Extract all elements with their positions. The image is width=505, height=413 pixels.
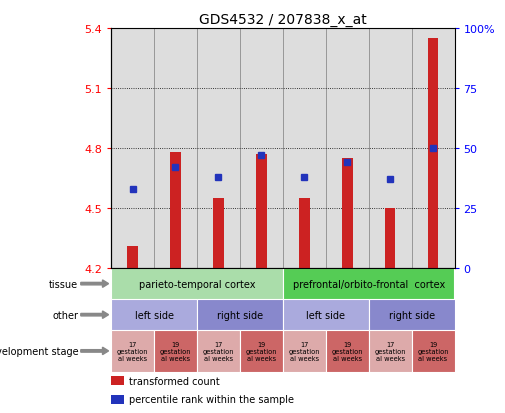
Bar <box>111 376 124 385</box>
Bar <box>111 299 197 330</box>
Bar <box>197 29 240 268</box>
Bar <box>369 29 412 268</box>
Text: percentile rank within the sample: percentile rank within the sample <box>129 394 294 404</box>
Bar <box>111 330 154 372</box>
Text: 19
gestation
al weeks: 19 gestation al weeks <box>417 341 449 361</box>
Text: transformed count: transformed count <box>129 376 220 386</box>
Text: left side: left side <box>306 310 345 320</box>
Bar <box>170 153 181 268</box>
Text: tissue: tissue <box>49 279 78 289</box>
Text: prefrontal/orbito-frontal  cortex: prefrontal/orbito-frontal cortex <box>292 279 445 289</box>
Text: 19
gestation
al weeks: 19 gestation al weeks <box>160 341 191 361</box>
Bar <box>197 299 283 330</box>
Bar <box>213 199 224 268</box>
Text: left side: left side <box>134 310 174 320</box>
Bar <box>283 29 326 268</box>
Title: GDS4532 / 207838_x_at: GDS4532 / 207838_x_at <box>199 12 367 26</box>
Text: 17
gestation
al weeks: 17 gestation al weeks <box>117 341 148 361</box>
Text: development stage: development stage <box>0 346 78 356</box>
Bar <box>240 29 283 268</box>
Bar <box>127 247 138 268</box>
Bar <box>326 29 369 268</box>
Bar <box>111 395 124 404</box>
Bar <box>283 299 369 330</box>
Bar <box>412 330 454 372</box>
Text: right side: right side <box>217 310 263 320</box>
Text: 17
gestation
al weeks: 17 gestation al weeks <box>203 341 234 361</box>
Bar <box>428 39 438 268</box>
Bar <box>326 330 369 372</box>
Bar <box>256 154 267 268</box>
Text: 19
gestation
al weeks: 19 gestation al weeks <box>331 341 363 361</box>
Text: parieto-temporal cortex: parieto-temporal cortex <box>139 279 255 289</box>
Bar <box>412 29 454 268</box>
Text: other: other <box>53 310 78 320</box>
Bar <box>283 268 454 299</box>
Text: 17
gestation
al weeks: 17 gestation al weeks <box>288 341 320 361</box>
Bar <box>385 209 395 268</box>
Bar <box>299 199 310 268</box>
Bar <box>342 159 352 268</box>
Bar <box>369 330 412 372</box>
Text: 17
gestation
al weeks: 17 gestation al weeks <box>374 341 406 361</box>
Bar <box>197 330 240 372</box>
Bar <box>154 29 197 268</box>
Bar <box>369 299 454 330</box>
Bar <box>240 330 283 372</box>
Bar <box>154 330 197 372</box>
Bar <box>111 268 283 299</box>
Bar <box>283 330 326 372</box>
Text: right side: right side <box>388 310 435 320</box>
Text: 19
gestation
al weeks: 19 gestation al weeks <box>245 341 277 361</box>
Bar <box>111 29 154 268</box>
